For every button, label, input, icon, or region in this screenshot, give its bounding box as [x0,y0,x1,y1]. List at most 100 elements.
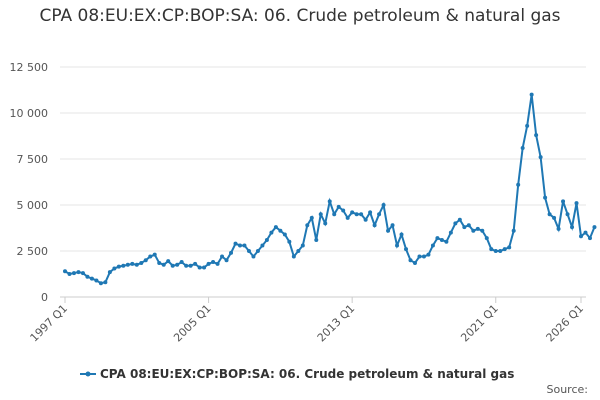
data-point [139,260,144,265]
data-point [368,210,373,215]
data-point [80,271,85,276]
data-point [323,221,328,226]
data-point [63,269,67,274]
data-point [489,247,494,252]
data-point [242,243,247,248]
data-point [520,145,525,150]
title-box: CPA 08:EU:EX:CP:BOP:SA: 06. Crude petrol… [39,6,561,26]
data-point [309,215,314,220]
data-point [386,228,391,233]
data-point [71,271,76,276]
data-point [143,258,148,263]
data-point [404,247,409,252]
data-point [89,276,94,281]
x-tick-label: 2021 Q1 [458,302,501,345]
chart-title: CPA 08:EU:EX:CP:BOP:SA: 06. Crude petrol… [39,6,561,26]
data-point [278,228,283,233]
x-tick-label: 1997 Q1 [28,302,71,345]
data-point [552,215,557,220]
data-point [76,270,81,275]
data-point [220,254,225,259]
data-point [291,254,296,259]
data-point [215,261,220,266]
data-point [305,223,310,228]
data-point [547,212,552,217]
data-point [175,262,180,267]
data-point [462,225,467,230]
data-point [273,225,278,230]
data-point [359,212,364,217]
data-point [395,243,400,248]
data-point [579,234,583,239]
data-point [287,239,292,244]
data-point [435,236,440,241]
data-point [516,182,521,187]
data-point [534,133,539,138]
data-point [511,228,516,233]
data-point [255,249,260,253]
data-point [85,274,90,279]
data-point [565,212,570,217]
data-point [197,265,202,270]
y-tick-label: 7 500 [17,153,49,166]
legend-marker [85,371,91,377]
data-point [587,236,592,241]
data-point [498,249,503,253]
data-point [229,250,234,255]
data-point [377,212,382,217]
data-point [448,230,453,235]
data-point [206,261,211,266]
data-point [332,212,337,217]
data-point [426,252,431,257]
data-point [484,236,489,241]
series-line [64,94,596,285]
data-point [94,278,99,283]
data-point [327,199,332,204]
data-point [430,243,435,248]
data-point [103,280,108,285]
data-point [408,258,413,263]
data-point [538,155,543,160]
data-point [170,263,175,268]
data-point [116,264,121,269]
data-point [390,223,395,228]
data-point [561,199,566,204]
data-point [161,262,166,267]
data-point [480,228,485,233]
data-point [529,92,534,97]
data-point [264,237,269,242]
data-point [475,226,480,231]
data-point [107,270,112,275]
data-point [336,204,341,209]
data-point [211,260,216,265]
data-point [543,195,548,200]
data-point [188,263,193,268]
x-tick-label: 2013 Q1 [315,302,358,345]
data-point [300,243,305,248]
data-point [421,254,426,259]
data-point [269,230,274,235]
data-point [179,260,184,265]
y-tick-label: 10 000 [10,107,49,120]
data-point [251,254,256,259]
data-point [224,258,229,263]
legend-label: CPA 08:EU:EX:CP:BOP:SA: 06. Crude petrol… [100,367,514,381]
data-point [152,252,157,257]
data-point [166,259,171,264]
data-point [67,272,72,276]
data-point [350,210,355,215]
data-point [525,123,530,128]
x-tick-label: 2005 Q1 [171,302,214,345]
data-point [444,239,449,244]
data-point [341,208,346,213]
data-point [260,243,265,248]
data-point [466,223,471,228]
data-point [318,212,323,217]
data-point [282,232,287,237]
data-point [417,254,422,259]
data-point [112,266,117,271]
y-tick-label: 2 500 [17,245,49,258]
data-point [399,232,404,237]
y-tick-label: 12 500 [10,61,49,74]
